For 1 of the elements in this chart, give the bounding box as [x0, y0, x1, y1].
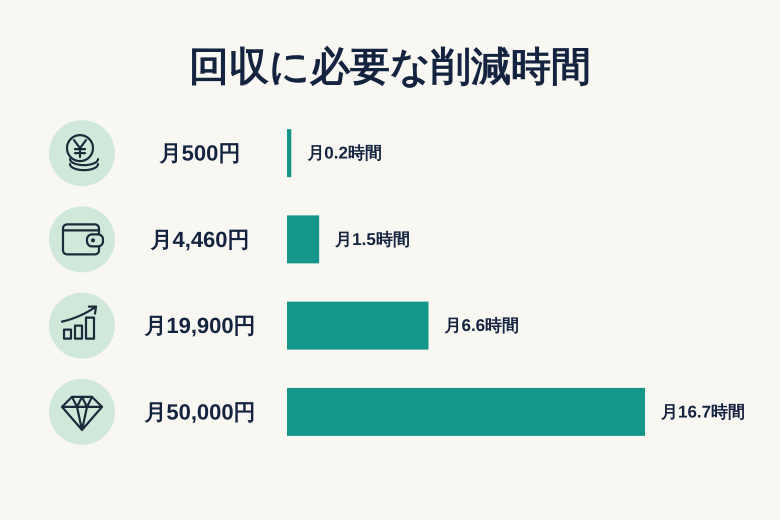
title: 回収に必要な削減時間: [189, 45, 591, 89]
